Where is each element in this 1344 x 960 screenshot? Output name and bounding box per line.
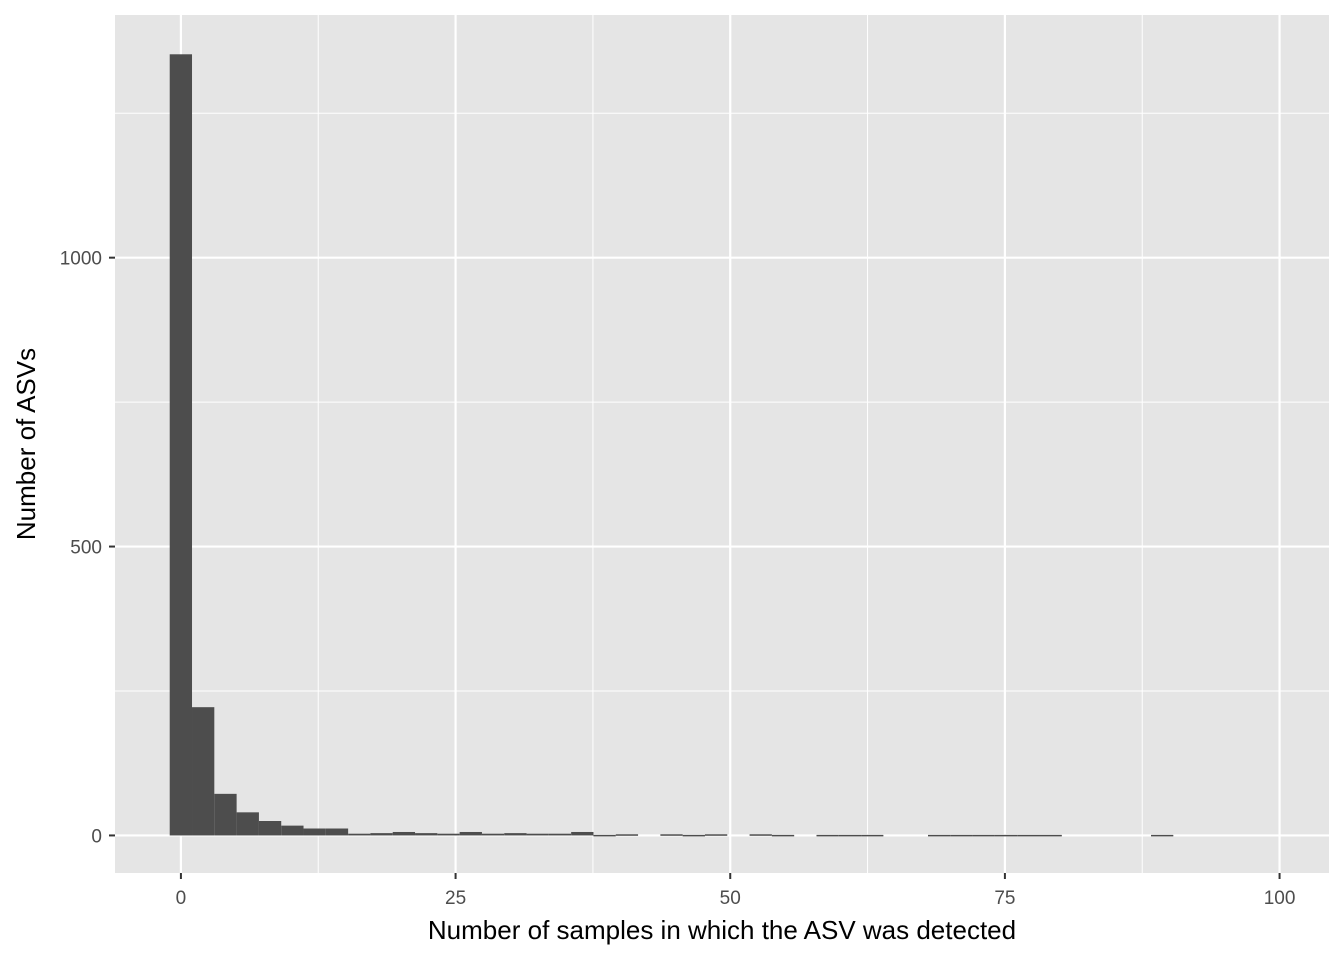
histogram-bar	[258, 821, 282, 836]
histogram-bar	[1039, 834, 1062, 837]
histogram-bar	[593, 834, 616, 837]
histogram-bar	[749, 834, 772, 836]
histogram-bar	[504, 833, 527, 836]
x-axis-title: Number of samples in which the ASV was d…	[428, 915, 1016, 945]
histogram-bar	[169, 54, 193, 836]
histogram-bar	[526, 833, 549, 836]
histogram-bar	[392, 831, 416, 836]
x-tick-label: 0	[176, 888, 187, 909]
histogram-bar	[236, 812, 259, 836]
histogram-bar	[950, 834, 973, 837]
histogram-bar	[861, 834, 884, 837]
x-tick-label: 100	[1264, 888, 1296, 909]
histogram-bar	[548, 833, 572, 836]
histogram-bar	[838, 834, 862, 837]
histogram-bar	[214, 793, 237, 836]
minor-gridlines	[115, 15, 1329, 873]
histogram-bar	[192, 707, 215, 836]
histogram-bar	[415, 833, 438, 836]
histogram-bar	[972, 834, 995, 837]
y-tick-label: 1000	[60, 249, 102, 270]
x-tick-label: 50	[720, 888, 741, 909]
histogram-bar	[303, 828, 326, 836]
y-tick-label: 500	[70, 538, 102, 559]
y-axis-title: Number of ASVs	[11, 348, 41, 540]
histogram-bars	[169, 54, 1174, 837]
histogram-bar	[816, 834, 839, 837]
histogram-bar	[325, 828, 349, 836]
histogram-bar	[1017, 834, 1040, 837]
histogram-bar	[459, 831, 482, 836]
histogram-bar	[994, 834, 1018, 837]
histogram-bar	[281, 825, 304, 836]
x-tick-label: 75	[994, 888, 1015, 909]
x-axis: 0 25 50 75 100	[176, 873, 1296, 909]
histogram-bar	[660, 834, 683, 836]
histogram-bar	[571, 831, 594, 836]
y-axis: 0 500 1000	[60, 249, 115, 847]
histogram-bar	[771, 834, 795, 837]
histogram-bar	[1151, 834, 1174, 837]
plot-panel	[115, 15, 1329, 873]
histogram-bar	[682, 834, 705, 837]
histogram-bar	[348, 833, 371, 836]
histogram-bar	[704, 834, 728, 836]
histogram-bar	[370, 833, 393, 836]
histogram-bar	[927, 834, 951, 837]
histogram-bar	[481, 833, 505, 836]
y-tick-label: 0	[91, 826, 102, 847]
histogram-bar	[437, 833, 460, 836]
x-tick-label: 25	[445, 888, 466, 909]
histogram-bar	[615, 834, 639, 836]
